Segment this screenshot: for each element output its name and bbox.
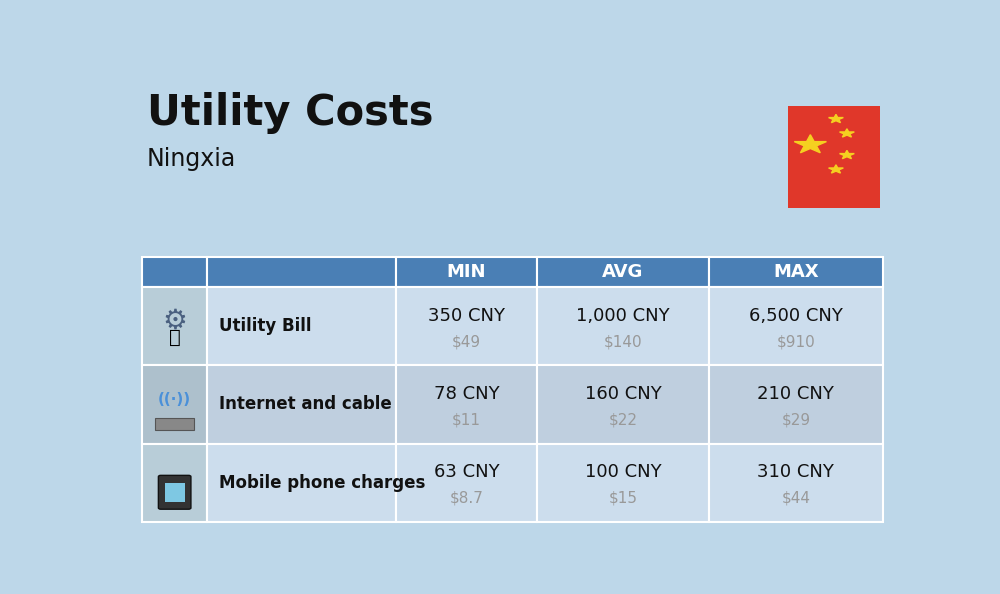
Text: 🔌: 🔌 — [169, 328, 181, 347]
Text: $15: $15 — [608, 491, 637, 506]
Polygon shape — [794, 135, 826, 153]
Bar — [207, 365, 396, 444]
Bar — [537, 257, 709, 287]
Text: Internet and cable: Internet and cable — [219, 396, 391, 413]
Bar — [537, 287, 709, 365]
Polygon shape — [829, 115, 843, 123]
Bar — [142, 287, 207, 365]
Text: 160 CNY: 160 CNY — [585, 386, 661, 403]
Bar — [396, 365, 537, 444]
Bar — [142, 365, 207, 444]
Bar — [537, 444, 709, 522]
Bar — [207, 257, 396, 287]
Text: Ningxia: Ningxia — [147, 147, 236, 170]
Bar — [207, 287, 396, 365]
Text: $29: $29 — [781, 413, 810, 428]
Bar — [709, 287, 883, 365]
Text: ⚙: ⚙ — [162, 307, 187, 334]
Text: MIN: MIN — [447, 263, 486, 281]
Text: Utility Bill: Utility Bill — [219, 317, 311, 335]
Text: Mobile phone charges: Mobile phone charges — [219, 473, 425, 492]
Text: $22: $22 — [608, 413, 637, 428]
Text: 6,500 CNY: 6,500 CNY — [749, 307, 843, 325]
Text: $140: $140 — [604, 334, 642, 349]
Text: $910: $910 — [777, 334, 815, 349]
Bar — [709, 444, 883, 522]
Bar — [709, 257, 883, 287]
Text: 310 CNY: 310 CNY — [757, 463, 834, 482]
Bar — [396, 287, 537, 365]
Text: AVG: AVG — [602, 263, 644, 281]
Text: MAX: MAX — [773, 263, 819, 281]
Bar — [207, 444, 396, 522]
Text: 210 CNY: 210 CNY — [757, 386, 834, 403]
Polygon shape — [840, 129, 854, 137]
Text: 1,000 CNY: 1,000 CNY — [576, 307, 670, 325]
Text: $44: $44 — [781, 491, 810, 506]
Text: Utility Costs: Utility Costs — [147, 92, 433, 134]
Text: 63 CNY: 63 CNY — [434, 463, 499, 482]
Text: $8.7: $8.7 — [450, 491, 484, 506]
Text: $49: $49 — [452, 334, 481, 349]
Text: ((·)): ((·)) — [158, 393, 191, 407]
Text: 100 CNY: 100 CNY — [585, 463, 661, 482]
Bar — [142, 444, 207, 522]
FancyBboxPatch shape — [158, 475, 191, 509]
Text: 78 CNY: 78 CNY — [434, 386, 499, 403]
Bar — [709, 365, 883, 444]
Bar — [142, 257, 207, 287]
Text: $11: $11 — [452, 413, 481, 428]
Bar — [165, 483, 185, 502]
Bar — [396, 444, 537, 522]
Polygon shape — [840, 150, 854, 159]
Bar — [396, 257, 537, 287]
Bar — [155, 418, 194, 429]
Bar — [788, 106, 880, 208]
Text: 350 CNY: 350 CNY — [428, 307, 505, 325]
Bar — [537, 365, 709, 444]
Polygon shape — [829, 165, 843, 173]
